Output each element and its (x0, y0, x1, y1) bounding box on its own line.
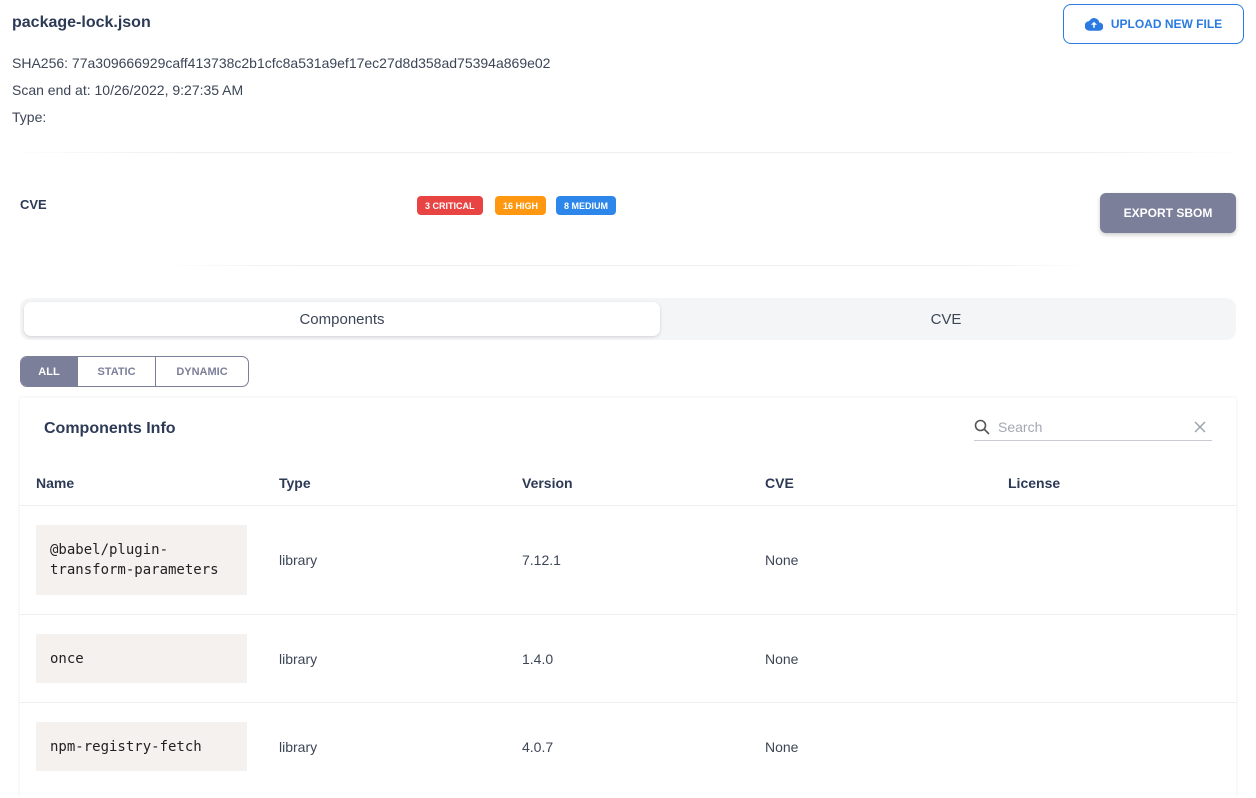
search-input[interactable] (998, 419, 1194, 435)
component-version: 7.12.1 (522, 552, 561, 568)
file-sha: SHA256: 77a309666929caff413738c2b1cfc8a5… (12, 55, 551, 71)
component-cve: None (765, 651, 799, 667)
export-sbom-button[interactable]: EXPORT SBOM (1100, 193, 1236, 233)
column-license[interactable]: License (1008, 475, 1061, 491)
component-type: library (279, 651, 318, 667)
column-type[interactable]: Type (279, 475, 311, 491)
cloud-upload-icon (1084, 18, 1103, 31)
column-version[interactable]: Version (522, 475, 573, 491)
column-cve[interactable]: CVE (765, 475, 794, 491)
filter-dynamic[interactable]: DYNAMIC (155, 357, 248, 386)
medium-badge: 8 MEDIUM (556, 196, 617, 215)
component-name: @babel/plugin-transform-parameters (36, 525, 247, 595)
table-row[interactable]: @babel/plugin-transform-parameters libra… (20, 505, 1236, 614)
filter-all[interactable]: ALL (21, 357, 77, 386)
divider (160, 265, 1100, 266)
search-icon (974, 419, 990, 435)
upload-new-file-button[interactable]: UPLOAD NEW FILE (1063, 4, 1244, 44)
table-row[interactable]: once library 1.4.0 None (20, 614, 1236, 702)
tab-components[interactable]: Components (24, 302, 660, 336)
clear-icon[interactable] (1194, 421, 1206, 433)
component-version: 1.4.0 (522, 651, 554, 667)
components-info-title: Components Info (44, 420, 176, 437)
divider (0, 152, 1256, 153)
critical-badge: 3 CRITICAL (417, 196, 483, 215)
upload-label: UPLOAD NEW FILE (1110, 17, 1223, 31)
cve-label: CVE (20, 197, 47, 212)
component-cve: None (765, 552, 799, 568)
component-cve: None (765, 739, 799, 755)
tab-cve[interactable]: CVE (930, 310, 962, 328)
component-name: npm-registry-fetch (36, 722, 247, 771)
filter-static[interactable]: STATIC (77, 357, 155, 386)
view-tabs: Components CVE (20, 298, 1236, 340)
file-type: Type: (12, 109, 47, 125)
component-type: library (279, 552, 318, 568)
column-name[interactable]: Name (36, 475, 75, 491)
scan-end: Scan end at: 10/26/2022, 9:27:35 AM (12, 82, 244, 98)
search-box (974, 414, 1212, 441)
components-card: Components Info Name Type Version CVE Li… (20, 398, 1236, 798)
high-badge: 16 HIGH (495, 196, 547, 215)
component-type: library (279, 739, 318, 755)
component-name: once (36, 634, 247, 683)
table-row[interactable]: npm-registry-fetch library 4.0.7 None (20, 702, 1236, 798)
component-version: 4.0.7 (522, 739, 554, 755)
filter-group: ALL STATIC DYNAMIC (20, 356, 249, 387)
file-name: package-lock.json (12, 14, 151, 31)
